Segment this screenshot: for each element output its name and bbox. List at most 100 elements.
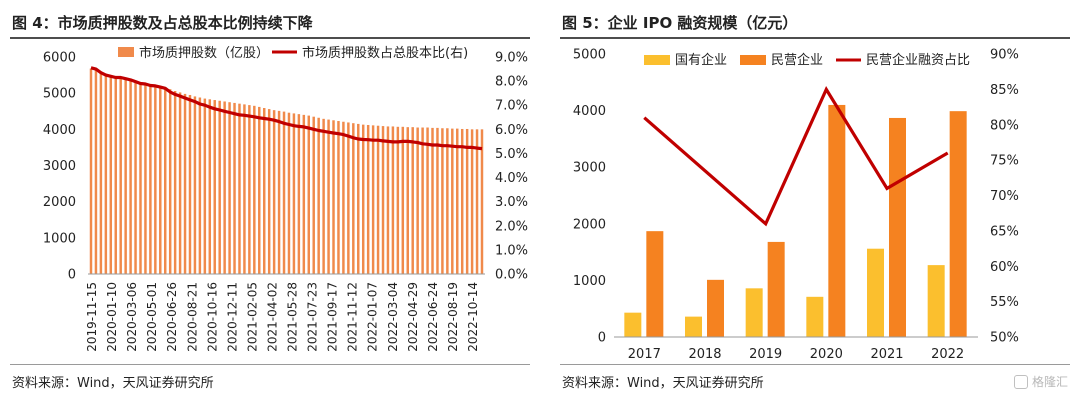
pledge-shares-bar xyxy=(258,106,261,274)
pledge-shares-bar xyxy=(198,97,202,274)
right-source-note: 资料来源：Wind，天风证券研究所 xyxy=(562,376,764,391)
x-tick-label: 2020-05-01 xyxy=(145,282,159,352)
private-ipo-bar xyxy=(949,111,967,337)
pledge-shares-bar xyxy=(104,73,108,274)
x-tick-label: 2021-11-12 xyxy=(346,282,360,352)
right-y-tick-label: 80% xyxy=(990,118,1019,133)
soe-ipo-bar xyxy=(867,248,884,337)
x-tick-label: 2020-08-21 xyxy=(185,282,199,352)
pledge-shares-bar xyxy=(436,127,439,274)
pledge-shares-bar xyxy=(347,122,350,275)
pledge-shares-bar xyxy=(337,121,340,275)
pledge-shares-bar xyxy=(441,128,444,274)
pledge-shares-bar xyxy=(188,94,192,274)
left-y-tick-label: 6000 xyxy=(43,51,76,66)
pledge-shares-bar xyxy=(446,128,449,274)
x-tick-label: 2021-05-28 xyxy=(286,282,300,352)
x-tick-label: 2020-03-06 xyxy=(125,282,139,352)
left-y-tick-label: 5000 xyxy=(573,48,606,63)
right-y-tick-label: 4.0% xyxy=(495,171,528,186)
right-y-tick-label: 2.0% xyxy=(495,219,528,234)
x-tick-label: 2022-10-14 xyxy=(466,282,480,352)
soe-ipo-bar xyxy=(685,316,702,337)
pledge-shares-bar xyxy=(139,82,142,275)
pledge-shares-bar xyxy=(426,127,429,275)
private-ipo-bar xyxy=(707,279,724,337)
pledge-shares-bar xyxy=(213,100,216,274)
right-y-tick-label: 5.0% xyxy=(495,147,528,162)
right-y-tick-label: 85% xyxy=(990,83,1019,98)
pledge-shares-bar xyxy=(164,87,167,275)
x-tick-label: 2021-04-02 xyxy=(265,282,279,352)
right-y-tick-label: 8.0% xyxy=(495,75,528,90)
right-y-tick-label: 65% xyxy=(990,224,1019,239)
right-y-tick-label: 0.0% xyxy=(495,268,528,283)
pledge-shares-bar xyxy=(238,103,241,274)
pledge-shares-bar xyxy=(416,127,419,275)
pledge-shares-bar xyxy=(480,129,484,274)
x-tick-label: 2021-02-05 xyxy=(245,282,259,352)
left-y-tick-label: 4000 xyxy=(43,123,76,138)
pledge-shares-bar xyxy=(451,128,454,274)
pledge-shares-bar xyxy=(89,68,93,274)
logo-icon xyxy=(1013,374,1028,389)
pledge-shares-bar xyxy=(287,112,291,274)
left-y-tick-label: 4000 xyxy=(573,104,606,119)
soe-ipo-bar xyxy=(806,296,824,337)
pledge-shares-bar xyxy=(267,109,271,274)
pledge-shares-bar xyxy=(332,120,335,274)
right-y-tick-label: 1.0% xyxy=(495,243,528,258)
x-tick-label: 2022 xyxy=(931,347,964,362)
left-y-tick-label: 5000 xyxy=(43,87,76,102)
soe-ipo-bar xyxy=(927,265,945,337)
pledge-shares-bar xyxy=(431,127,434,274)
pledge-shares-bar xyxy=(460,128,464,274)
right-y-tick-label: 90% xyxy=(990,48,1019,63)
pledge-shares-bar xyxy=(262,108,266,274)
right-y-tick-label: 9.0% xyxy=(495,51,528,66)
pledge-shares-bar xyxy=(154,85,157,275)
pledge-shares-bar xyxy=(203,98,207,274)
pledge-shares-bar xyxy=(248,105,251,274)
pledge-shares-bar xyxy=(178,92,182,274)
private-share-line xyxy=(643,85,949,227)
left-y-tick-label: 2000 xyxy=(43,195,76,210)
private-ipo-bar xyxy=(889,117,906,337)
private-ipo-bar xyxy=(646,231,664,337)
left-y-tick-label: 3000 xyxy=(573,161,606,176)
watermark-text: 格隆汇 xyxy=(1031,375,1068,389)
pledge-shares-bar xyxy=(401,126,405,274)
pledge-shares-bar xyxy=(361,124,365,274)
left-y-tick-label: 2000 xyxy=(573,217,606,232)
right-title-rule xyxy=(560,37,1070,39)
soe-ipo-bar xyxy=(624,312,642,337)
pledge-shares-bar xyxy=(159,86,162,274)
pledge-shares-bar xyxy=(376,125,380,274)
x-tick-label: 2022-03-04 xyxy=(386,282,400,352)
x-tick-label: 2019-11-15 xyxy=(85,282,99,352)
pledge-shares-bar xyxy=(302,114,306,275)
pledge-shares-bar xyxy=(366,124,370,275)
private-ipo-bar xyxy=(767,241,785,337)
pledge-shares-bar xyxy=(406,127,409,274)
pledge-shares-bar xyxy=(465,128,469,274)
x-tick-label: 2017 xyxy=(628,347,661,362)
left-source-note: 资料来源：Wind，天风证券研究所 xyxy=(12,376,214,391)
pledge-shares-bar xyxy=(381,126,385,274)
right-y-tick-label: 70% xyxy=(990,189,1019,204)
pledge-shares-bar xyxy=(149,85,152,275)
pledge-shares-bar xyxy=(94,69,98,274)
pledge-shares-bar xyxy=(475,129,479,274)
left-y-tick-label: 1000 xyxy=(573,274,606,289)
left-y-tick-label: 3000 xyxy=(43,159,76,174)
left-y-tick-label: 0 xyxy=(68,268,76,283)
pledge-shares-bar xyxy=(253,105,256,274)
x-tick-label: 2020-12-11 xyxy=(225,282,239,352)
right-y-tick-label: 7.0% xyxy=(495,99,528,114)
pledge-shares-bar xyxy=(124,79,127,274)
pledge-shares-bar xyxy=(208,99,212,274)
soe-ipo-bar xyxy=(745,288,763,337)
pledge-shares-bar xyxy=(411,127,414,274)
right-chart-panel: 图 5：企业 IPO 融资规模（亿元） 2017 2018 2019 2020 2021… xyxy=(550,0,1080,400)
legend-label-share: 民营企业融资占比 xyxy=(866,52,970,68)
